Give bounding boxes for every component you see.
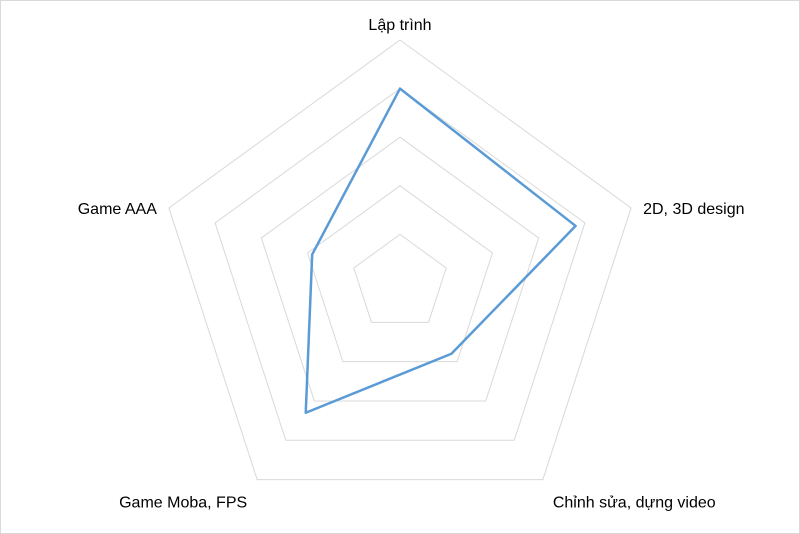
category-label-4: Game AAA: [78, 201, 157, 218]
grid-ring-5: [168, 39, 632, 481]
grid-ring-1: [353, 233, 447, 323]
category-label-1: 2D, 3D design: [643, 201, 744, 218]
category-labels: Lập trình 2D, 3D design Chỉnh sửa, dựng vi…: [78, 17, 745, 512]
grid-ring-3: [260, 136, 540, 402]
radar-series: [304, 87, 577, 415]
category-label-0: Lập trình: [368, 17, 431, 34]
category-label-3: Game Moba, FPS: [119, 495, 247, 512]
series-line-0: [304, 87, 577, 415]
category-label-2: Chỉnh sửa, dựng video: [553, 495, 716, 512]
grid-ring-2: [306, 185, 494, 363]
grid-ring-4: [214, 87, 586, 441]
radar-grid: [168, 39, 632, 481]
